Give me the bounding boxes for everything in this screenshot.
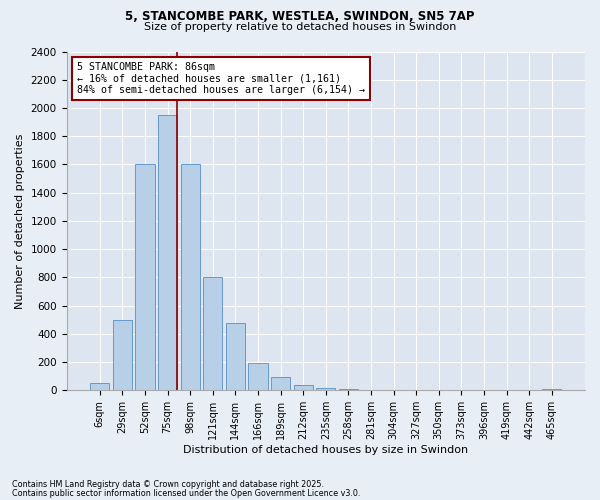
Text: Size of property relative to detached houses in Swindon: Size of property relative to detached ho…	[144, 22, 456, 32]
Bar	[542, 389, 562, 390]
Bar	[203, 278, 223, 390]
Y-axis label: Number of detached properties: Number of detached properties	[15, 133, 25, 308]
Bar	[293, 386, 313, 390]
Text: 5 STANCOMBE PARK: 86sqm
← 16% of detached houses are smaller (1,161)
84% of semi: 5 STANCOMBE PARK: 86sqm ← 16% of detache…	[77, 62, 365, 95]
Text: Contains public sector information licensed under the Open Government Licence v3: Contains public sector information licen…	[12, 489, 361, 498]
Text: 5, STANCOMBE PARK, WESTLEA, SWINDON, SN5 7AP: 5, STANCOMBE PARK, WESTLEA, SWINDON, SN5…	[125, 10, 475, 23]
Bar	[248, 363, 268, 390]
Bar	[113, 320, 132, 390]
X-axis label: Distribution of detached houses by size in Swindon: Distribution of detached houses by size …	[183, 445, 469, 455]
Bar	[181, 164, 200, 390]
Bar	[226, 324, 245, 390]
Text: Contains HM Land Registry data © Crown copyright and database right 2025.: Contains HM Land Registry data © Crown c…	[12, 480, 324, 489]
Bar	[316, 388, 335, 390]
Bar	[90, 384, 109, 390]
Bar	[271, 377, 290, 390]
Bar	[339, 389, 358, 390]
Bar	[136, 164, 155, 390]
Bar	[158, 115, 177, 390]
